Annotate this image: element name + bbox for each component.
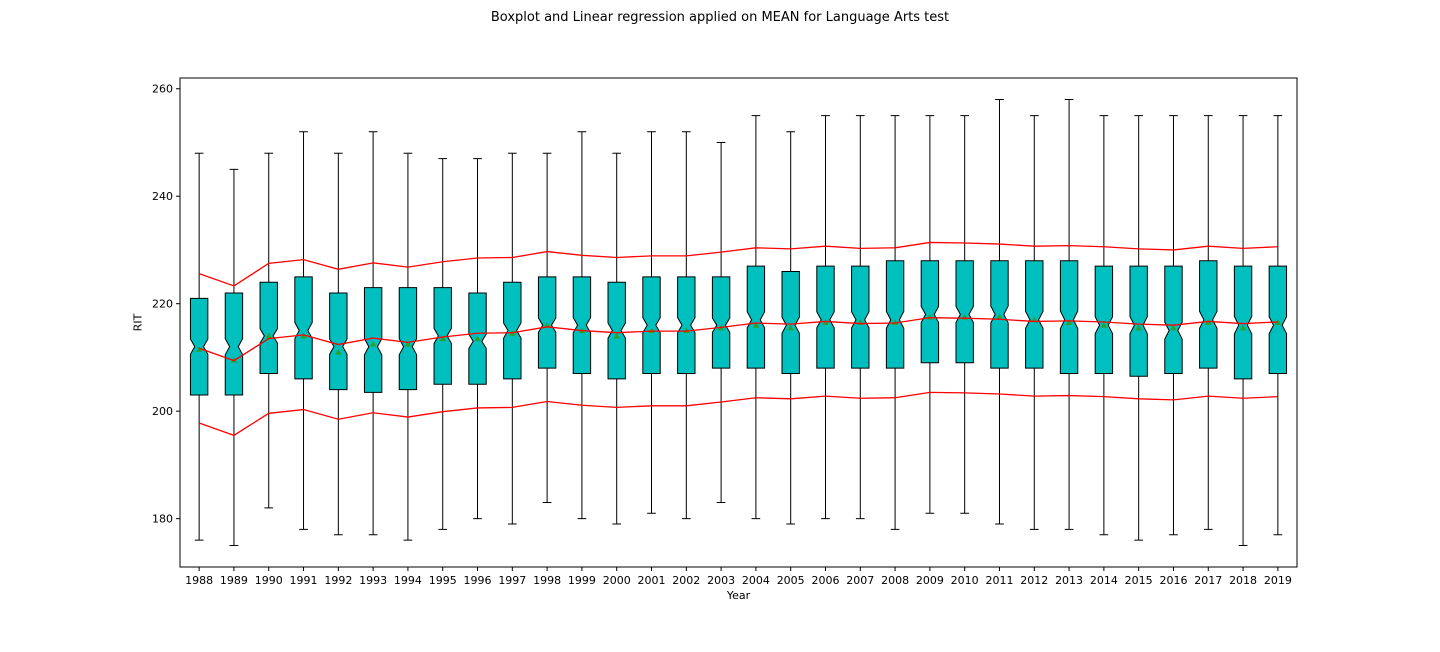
x-tick-label: 2017 — [1194, 574, 1222, 587]
box-2008 — [885, 260, 905, 369]
x-tick-label: 1997 — [498, 574, 526, 587]
x-tick-label: 1996 — [464, 574, 492, 587]
x-tick-label: 1998 — [533, 574, 561, 587]
x-tick-label: 2014 — [1090, 574, 1118, 587]
x-tick-label: 2007 — [846, 574, 874, 587]
y-tick-label: 240 — [152, 190, 173, 203]
y-axis-label: RIT — [131, 313, 145, 332]
mean-marker — [195, 346, 203, 352]
box-1989 — [224, 292, 244, 396]
x-tick-label: 1993 — [359, 574, 387, 587]
mean-marker — [1135, 324, 1142, 331]
box-2001 — [642, 276, 661, 375]
mean-marker — [369, 340, 377, 347]
mean-marker — [474, 335, 481, 342]
x-tick-label: 2010 — [951, 574, 979, 587]
mean-marker — [1239, 324, 1247, 331]
x-tick-label: 2011 — [985, 574, 1013, 587]
mean-marker — [613, 332, 620, 339]
box-1999 — [572, 276, 592, 375]
x-tick-label: 2000 — [603, 574, 631, 587]
x-tick-label: 1990 — [255, 574, 283, 587]
mean-marker — [543, 321, 551, 328]
x-tick-label: 2019 — [1264, 574, 1292, 587]
x-tick-label: 2006 — [811, 574, 839, 587]
axes-frame — [179, 77, 1298, 568]
mean-marker — [1170, 324, 1177, 331]
mean-marker — [230, 356, 238, 363]
x-tick-label: 2016 — [1159, 574, 1187, 587]
box-1993 — [363, 287, 383, 393]
mean-marker — [265, 332, 272, 339]
x-axis-label: Year — [726, 589, 751, 602]
box-2015 — [1129, 265, 1148, 377]
x-tick-label: 2018 — [1229, 574, 1257, 587]
mean-marker — [439, 335, 446, 342]
x-tick-label: 2005 — [777, 574, 805, 587]
box-2005 — [781, 270, 800, 375]
x-tick-label: 1991 — [290, 574, 318, 587]
y-tick-label: 180 — [152, 513, 173, 526]
x-tick-label: 2008 — [881, 574, 909, 587]
x-tick-label: 2012 — [1020, 574, 1048, 587]
y-tick-label: 220 — [152, 298, 173, 311]
x-tick-label: 2004 — [742, 574, 770, 587]
box-1992 — [329, 292, 348, 391]
box-2017 — [1199, 260, 1218, 369]
x-tick-label: 1988 — [185, 574, 213, 587]
box-1991 — [294, 276, 313, 380]
box-2012 — [1025, 260, 1044, 369]
mean-marker — [404, 340, 412, 347]
x-tick-label: 2015 — [1125, 574, 1153, 587]
x-tick-label: 1995 — [429, 574, 457, 587]
box-2018 — [1233, 265, 1253, 380]
box-2014 — [1094, 265, 1114, 375]
mean-marker — [1065, 319, 1073, 326]
mean-marker — [752, 321, 760, 328]
x-tick-label: 2001 — [638, 574, 666, 587]
x-tick-label: 1989 — [220, 574, 248, 587]
mean-marker — [787, 324, 794, 331]
x-tick-label: 1992 — [324, 574, 352, 587]
box-2010 — [955, 260, 974, 364]
box-2000 — [607, 281, 626, 380]
box-2004 — [746, 265, 766, 369]
mean-marker — [335, 348, 342, 355]
box-2007 — [851, 265, 870, 369]
box-1994 — [398, 287, 418, 391]
x-tick-label: 2009 — [916, 574, 944, 587]
box-2002 — [677, 276, 696, 375]
y-tick-label: 200 — [152, 405, 173, 418]
chart-title: Boxplot and Linear regression applied on… — [490, 10, 950, 25]
box-2006 — [816, 265, 835, 369]
regression-lower-line — [198, 391, 1278, 437]
x-tick-label: 1999 — [568, 574, 596, 587]
box-2009 — [920, 260, 940, 364]
regression-mean-line — [198, 317, 1278, 362]
x-tick-label: 2003 — [707, 574, 735, 587]
box-2013 — [1059, 260, 1079, 375]
mean-marker — [300, 332, 307, 339]
x-tick-label: 2013 — [1055, 574, 1083, 587]
box-2016 — [1164, 265, 1183, 375]
mean-marker — [1100, 321, 1108, 328]
mean-marker — [996, 313, 1003, 320]
box-1990 — [259, 281, 278, 375]
regression-upper-line — [198, 241, 1278, 287]
y-tick-label: 260 — [152, 83, 173, 96]
x-tick-label: 1994 — [394, 574, 422, 587]
box-2003 — [711, 276, 731, 369]
mean-marker — [1205, 319, 1212, 326]
x-tick-label: 2002 — [672, 574, 700, 587]
mean-marker — [822, 319, 829, 326]
